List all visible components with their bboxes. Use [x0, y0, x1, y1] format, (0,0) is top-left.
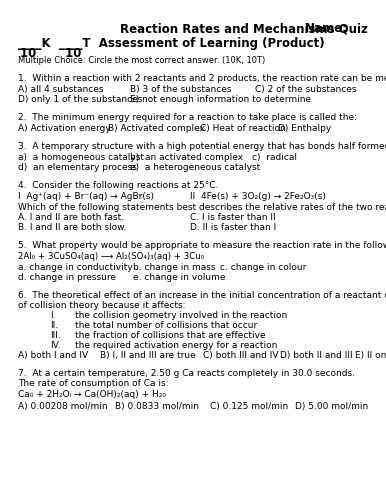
Text: Ca₀ + 2H₂Oₗ → Ca(OH)₂(aq) + H₂₀: Ca₀ + 2H₂Oₗ → Ca(OH)₂(aq) + H₂₀	[18, 390, 166, 399]
Text: 10       10: 10 10	[20, 47, 81, 60]
Text: I  Ag⁺(aq) + Br⁻(aq) → AgBr(s): I Ag⁺(aq) + Br⁻(aq) → AgBr(s)	[18, 192, 154, 201]
Text: 7.  At a certain temperature, 2.50 g Ca reacts completely in 30.0 seconds.: 7. At a certain temperature, 2.50 g Ca r…	[18, 369, 355, 378]
Text: C) 2 of the substances: C) 2 of the substances	[255, 85, 357, 94]
Text: B) Activated complex: B) Activated complex	[108, 124, 205, 133]
Text: 2.  The minimum energy required for a reaction to take place is called the:: 2. The minimum energy required for a rea…	[18, 113, 357, 122]
Text: II.: II.	[50, 321, 58, 330]
Text: ____K  ____T  Assessment of Learning (Product): ____K ____T Assessment of Learning (Prod…	[18, 37, 325, 50]
Text: C. I is faster than II: C. I is faster than II	[190, 213, 276, 222]
Text: Reaction Rates and Mechanisms Quiz: Reaction Rates and Mechanisms Quiz	[120, 22, 368, 35]
Text: D) both II and III: D) both II and III	[280, 351, 353, 360]
Text: D) only 1 of the substances: D) only 1 of the substances	[18, 95, 142, 104]
Text: d)  an elementary process: d) an elementary process	[18, 163, 137, 172]
Text: a. change in conductivity: a. change in conductivity	[18, 263, 133, 272]
Text: D) 5.00 mol/min: D) 5.00 mol/min	[295, 402, 368, 411]
Text: A) Activation energy: A) Activation energy	[18, 124, 111, 133]
Text: A) all 4 substances: A) all 4 substances	[18, 85, 103, 94]
Text: IV.: IV.	[50, 341, 61, 350]
Text: Multiple Choice: Circle the most correct answer. (10K, 10T): Multiple Choice: Circle the most correct…	[18, 56, 265, 65]
Text: of collision theory because it affects:: of collision theory because it affects:	[18, 301, 186, 310]
Text: c)  radical: c) radical	[252, 153, 297, 162]
Text: A. I and II are both fast.: A. I and II are both fast.	[18, 213, 124, 222]
Text: b)  an activated complex: b) an activated complex	[130, 153, 243, 162]
Text: e)  a heterogeneous catalyst: e) a heterogeneous catalyst	[130, 163, 260, 172]
Text: C) Heat of reaction: C) Heat of reaction	[200, 124, 286, 133]
Text: III.: III.	[50, 331, 61, 340]
Text: B) I, II and III are true: B) I, II and III are true	[100, 351, 196, 360]
Text: E) II only: E) II only	[355, 351, 386, 360]
Text: c. change in colour: c. change in colour	[220, 263, 306, 272]
Text: A) 0.00208 mol/min: A) 0.00208 mol/min	[18, 402, 108, 411]
Text: A) both I and IV: A) both I and IV	[18, 351, 88, 360]
Text: C) 0.125 mol/min: C) 0.125 mol/min	[210, 402, 288, 411]
Text: 1.  Within a reaction with 2 reactants and 2 products, the reaction rate can be : 1. Within a reaction with 2 reactants an…	[18, 74, 386, 83]
Text: 4.  Consider the following reactions at 25°C.: 4. Consider the following reactions at 2…	[18, 181, 218, 190]
Text: B) 3 of the substances: B) 3 of the substances	[130, 85, 232, 94]
Text: E) not enough information to determine: E) not enough information to determine	[130, 95, 311, 104]
Text: 3.  A temporary structure with a high potential energy that has bonds half forme: 3. A temporary structure with a high pot…	[18, 142, 386, 151]
Text: the required activation energy for a reaction: the required activation energy for a rea…	[75, 341, 278, 350]
Text: 6.  The theoretical effect of an increase in the initial concentration of a reac: 6. The theoretical effect of an increase…	[18, 291, 386, 300]
Text: 5.  What property would be appropriate to measure the reaction rate in the follo: 5. What property would be appropriate to…	[18, 241, 386, 250]
Text: b. change in mass: b. change in mass	[133, 263, 215, 272]
Text: D) Enthalpy: D) Enthalpy	[278, 124, 331, 133]
Text: B. I and II are both slow.: B. I and II are both slow.	[18, 223, 127, 232]
Text: II  4Fe(s) + 3O₂(g) → 2Fe₂O₃(s): II 4Fe(s) + 3O₂(g) → 2Fe₂O₃(s)	[190, 192, 326, 201]
Text: d. change in pressure: d. change in pressure	[18, 273, 116, 282]
Text: e. change in volume: e. change in volume	[133, 273, 225, 282]
Text: a)  a homogeneous catalyst: a) a homogeneous catalyst	[18, 153, 144, 162]
Text: I.: I.	[50, 311, 56, 320]
Text: C) both III and IV: C) both III and IV	[203, 351, 279, 360]
Text: B) 0.0833 mol/min: B) 0.0833 mol/min	[115, 402, 199, 411]
Text: the total number of collisions that occur: the total number of collisions that occu…	[75, 321, 257, 330]
Text: D. II is faster than I: D. II is faster than I	[190, 223, 276, 232]
Text: the fraction of collisions that are effective: the fraction of collisions that are effe…	[75, 331, 266, 340]
Text: the collision geometry involved in the reaction: the collision geometry involved in the r…	[75, 311, 287, 320]
Text: Name:: Name:	[305, 22, 348, 35]
Text: 2Al₀ + 3CuSO₄(aq) ⟶ Al₂(SO₄)₃(aq) + 3Cu₀: 2Al₀ + 3CuSO₄(aq) ⟶ Al₂(SO₄)₃(aq) + 3Cu₀	[18, 252, 204, 261]
Text: The rate of consumption of Ca is:: The rate of consumption of Ca is:	[18, 379, 169, 388]
Text: Which of the following statements best describes the relative rates of the two r: Which of the following statements best d…	[18, 203, 386, 212]
